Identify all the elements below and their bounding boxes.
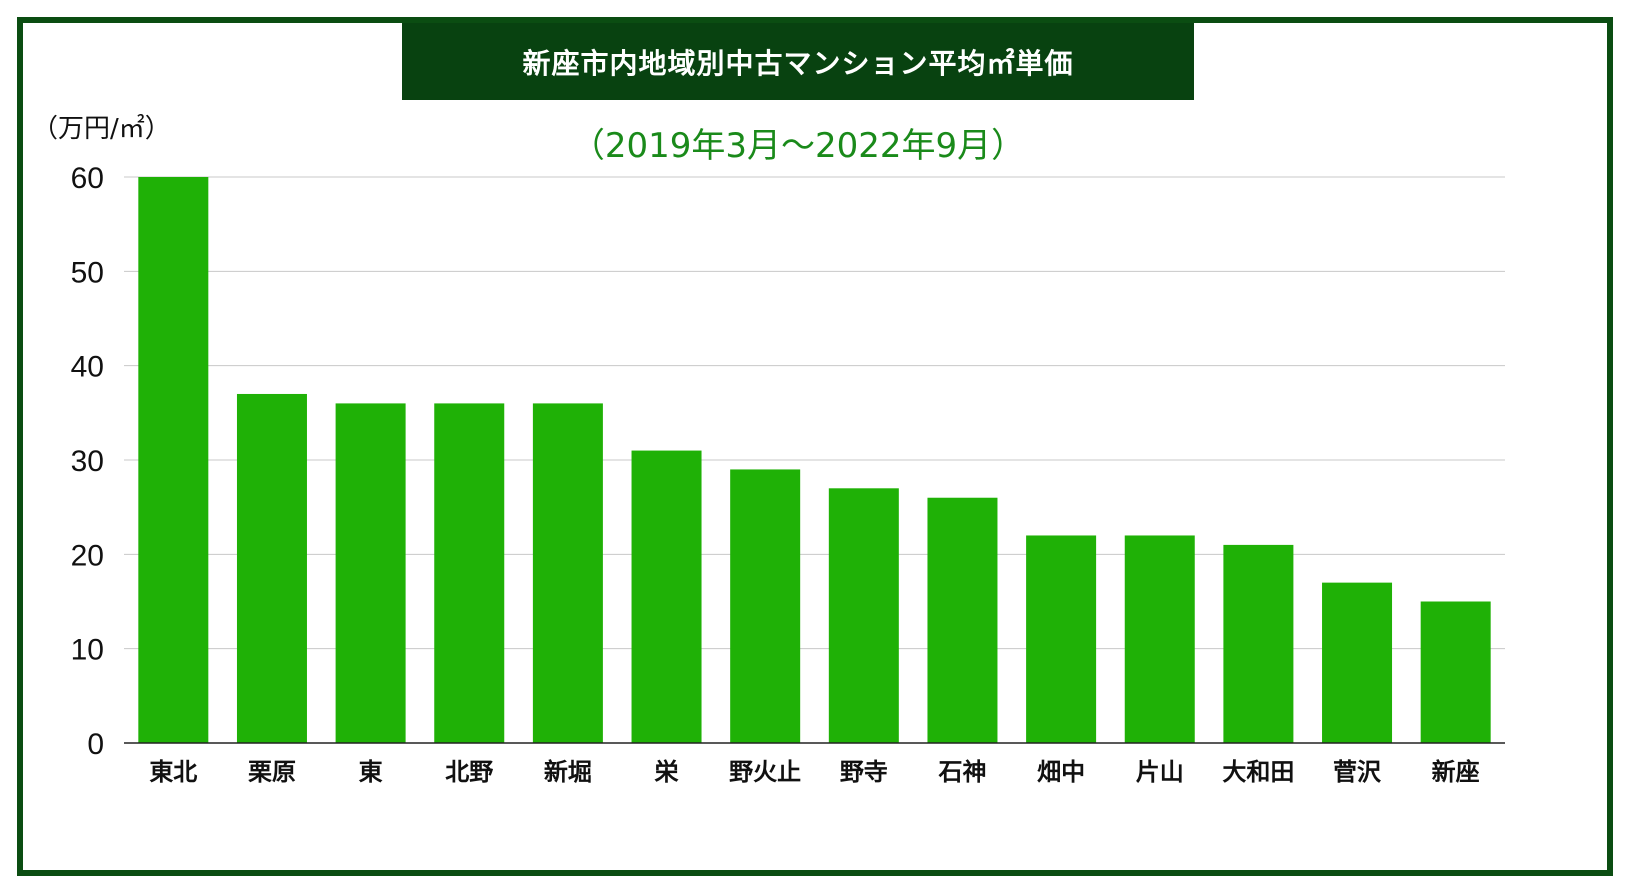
x-tick-label: 石神 bbox=[937, 758, 986, 786]
bar bbox=[828, 488, 899, 743]
x-tick-label: 新座 bbox=[1432, 758, 1480, 786]
y-tick-label: 40 bbox=[71, 351, 104, 384]
chart-title-box: 新座市内地域別中古マンション平均㎡単価 bbox=[402, 23, 1194, 100]
x-tick-label: 東北 bbox=[149, 758, 197, 786]
x-tick-label: 菅沢 bbox=[1333, 758, 1382, 786]
bar bbox=[335, 403, 406, 743]
bar bbox=[236, 393, 307, 743]
bar bbox=[927, 497, 998, 743]
y-tick-label: 0 bbox=[87, 728, 104, 761]
chart-subtitle: （2019年3月〜2022年9月） bbox=[570, 126, 1026, 166]
y-axis-unit-label: （万円/㎡） bbox=[32, 114, 171, 144]
bar bbox=[730, 469, 801, 743]
x-tick-label: 栗原 bbox=[248, 758, 296, 786]
bar bbox=[532, 403, 603, 743]
bar bbox=[631, 450, 702, 743]
bar bbox=[1322, 582, 1393, 743]
y-tick-label: 60 bbox=[71, 162, 104, 195]
chart-title: 新座市内地域別中古マンション平均㎡単価 bbox=[522, 46, 1074, 80]
x-tick-label: 北野 bbox=[445, 758, 493, 786]
x-tick-label: 畑中 bbox=[1037, 758, 1085, 786]
x-tick-label: 野寺 bbox=[840, 758, 888, 786]
x-tick-label: 栄 bbox=[654, 758, 680, 786]
x-tick-label: 片山 bbox=[1136, 758, 1184, 786]
bar bbox=[1124, 535, 1195, 743]
x-tick-label: 野火止 bbox=[729, 758, 801, 786]
y-tick-label: 50 bbox=[71, 256, 104, 289]
bar bbox=[1420, 601, 1491, 743]
x-tick-label: 東 bbox=[359, 758, 383, 786]
y-tick-label: 30 bbox=[71, 445, 104, 478]
y-tick-label: 10 bbox=[71, 634, 104, 667]
bar bbox=[138, 177, 209, 743]
x-tick-label: 新堀 bbox=[544, 758, 592, 786]
bar bbox=[1223, 544, 1294, 743]
bar bbox=[434, 403, 505, 743]
x-tick-label: 大和田 bbox=[1222, 758, 1294, 786]
y-tick-label: 20 bbox=[71, 539, 104, 572]
bar bbox=[1026, 535, 1097, 743]
